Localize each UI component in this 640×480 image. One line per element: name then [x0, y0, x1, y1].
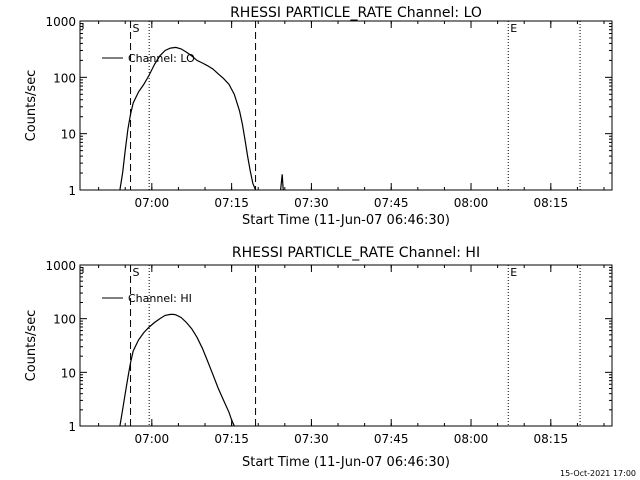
x-tick-label: 08:15: [534, 432, 569, 446]
x-tick-label: 07:00: [135, 196, 170, 210]
x-tick-label: 07:15: [214, 432, 249, 446]
x-tick-label: 08:00: [454, 432, 489, 446]
chart-title: RHESSI PARTICLE_RATE Channel: LO: [230, 5, 482, 21]
x-tick-label: 07:15: [214, 196, 249, 210]
x-tick-label: 08:15: [534, 196, 569, 210]
plot-frame: [79, 20, 613, 191]
y-tick-label: 100: [53, 313, 76, 327]
series-line-1: [119, 46, 257, 191]
marker-label-e: E: [510, 266, 517, 279]
marker-label-s: S: [133, 22, 140, 35]
y-axis-label: Counts/sec: [24, 70, 39, 142]
x-tick-label: 07:00: [135, 432, 170, 446]
y-tick-label: 1000: [45, 259, 76, 273]
x-tick-label: 07:30: [294, 432, 329, 446]
x-axis-label: Start Time (11-Jun-07 06:46:30): [242, 213, 450, 228]
legend-label: Channel: HI: [128, 292, 192, 305]
x-tick-label: 07:30: [294, 196, 329, 210]
x-tick-label: 08:00: [454, 196, 489, 210]
y-tick-label: 10: [61, 366, 76, 380]
x-tick-label: 07:45: [374, 432, 409, 446]
legend-label: Channel: LO: [128, 52, 195, 65]
marker-label-e: E: [510, 22, 517, 35]
y-tick-label: 1000: [45, 15, 76, 29]
y-tick-label: 100: [53, 71, 76, 85]
y-tick-label: 10: [61, 128, 76, 142]
y-tick-label: 1: [68, 184, 76, 198]
marker-label-s: S: [133, 266, 140, 279]
chart-panel-2: RHESSI PARTICLE_RATE Channel: HI 1 10 100 10…: [24, 245, 613, 470]
plot-frame: [79, 264, 613, 427]
x-tick-label: 07:45: [374, 196, 409, 210]
series-line-2: [280, 174, 284, 191]
series-line-1: [119, 313, 235, 427]
x-axis-label: Start Time (11-Jun-07 06:46:30): [242, 455, 450, 470]
chart-panel-1: RHESSI PARTICLE_RATE Channel: LO 1 10 100 10…: [24, 5, 613, 228]
generation-timestamp: 15-Oct-2021 17:00: [560, 469, 636, 478]
chart-title: RHESSI PARTICLE_RATE Channel: HI: [232, 245, 480, 261]
y-axis-label: Counts/sec: [24, 310, 39, 382]
y-tick-label: 1: [68, 420, 76, 434]
